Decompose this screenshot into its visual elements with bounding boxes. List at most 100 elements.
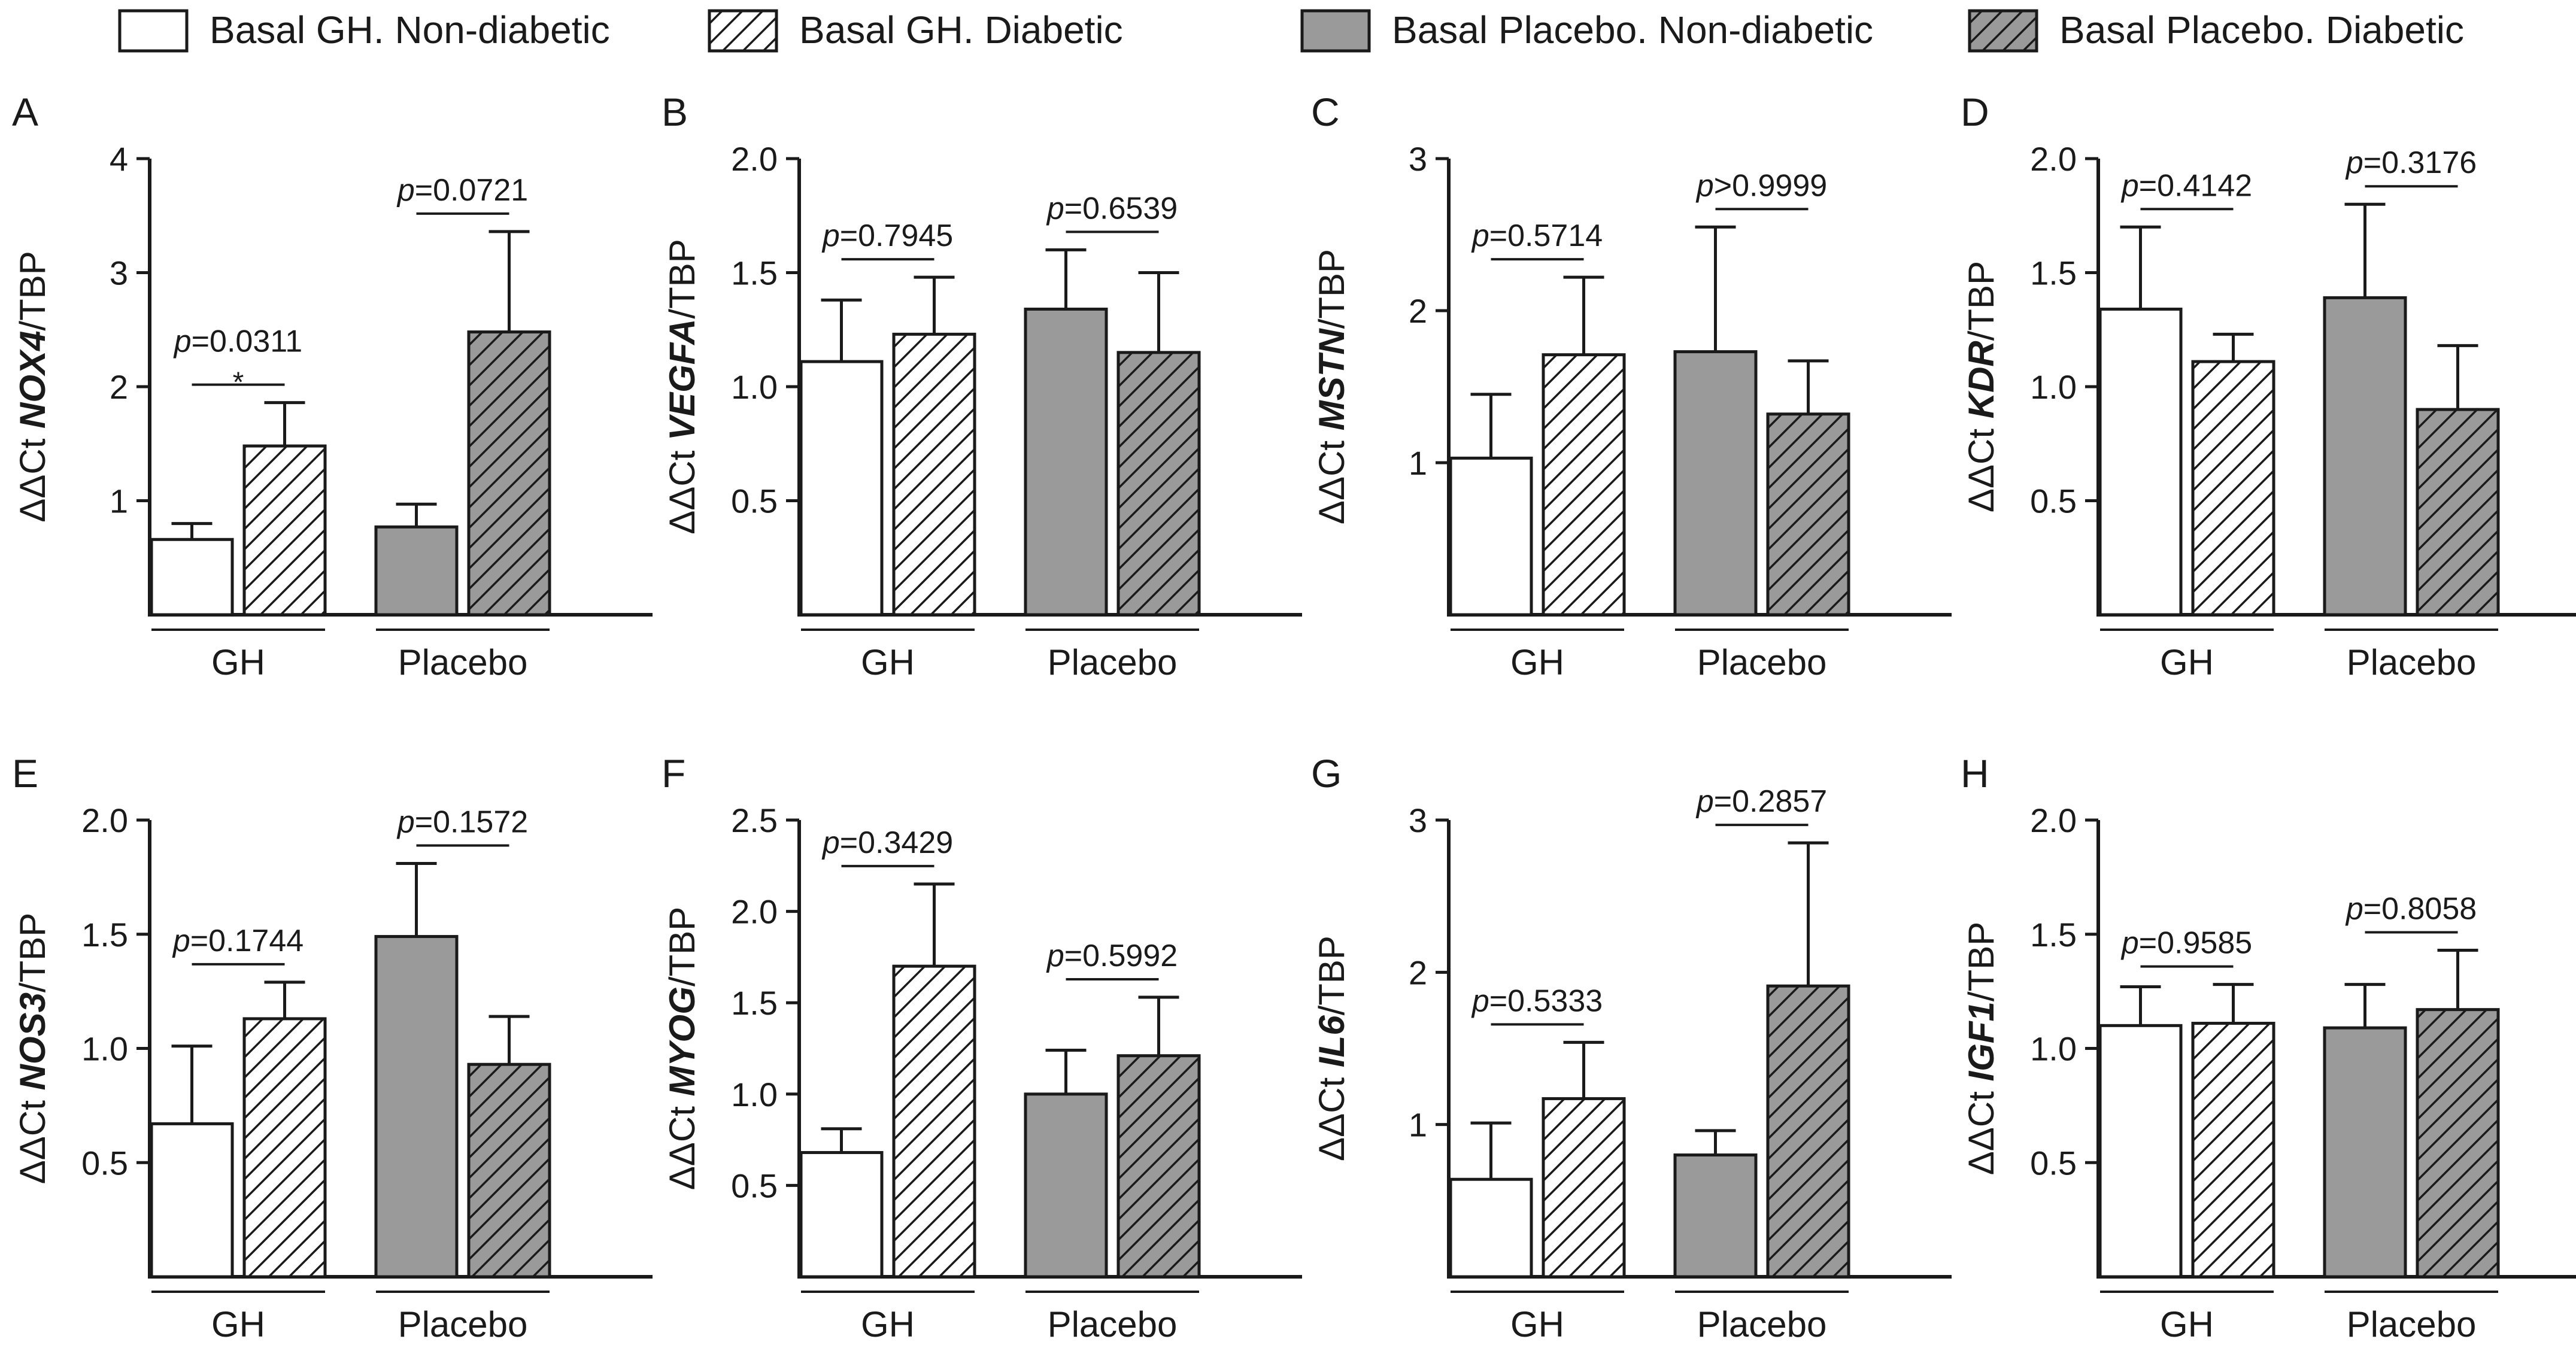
p-value-label: p=0.6539 [1046, 191, 1178, 226]
bar [1542, 353, 1626, 617]
y-axis-gene: VEGFA [662, 319, 702, 441]
y-axis-label: ΔΔCt MYOG/TBP [662, 907, 702, 1191]
group-label: GH [1510, 1304, 1564, 1344]
p-value-label: p=0.4142 [2120, 168, 2252, 203]
p-value-number: =0.9585 [2139, 926, 2252, 961]
bar [1116, 1054, 1201, 1279]
bar [2416, 1008, 2500, 1279]
y-tick-label: 1 [110, 482, 128, 520]
panel-letter: G [1311, 751, 1342, 796]
p-value-number: =0.8058 [2363, 891, 2477, 926]
y-axis-label-prefix: ΔΔCt [13, 429, 53, 523]
y-tick-label: 2.0 [731, 140, 778, 178]
group-label: Placebo [398, 642, 528, 682]
p-value-number: =0.5992 [1064, 939, 1178, 973]
bar [1024, 307, 1108, 617]
p-value-number: =0.5333 [1489, 983, 1603, 1018]
bar [1116, 351, 1201, 617]
p-value-symbol: p [1471, 983, 1489, 1018]
y-axis-label-suffix: /TBP [1961, 922, 2001, 1001]
bar [2416, 408, 2500, 617]
bar [892, 332, 976, 617]
legend-item: Basal Placebo. Diabetic [1968, 8, 2464, 53]
bar [242, 444, 327, 617]
p-value-number: =0.5714 [1489, 218, 1603, 253]
y-axis-label-prefix: ΔΔCt [13, 1090, 53, 1184]
y-tick-label: 2 [1409, 954, 1427, 991]
p-value-symbol: p [2120, 926, 2139, 961]
y-axis-label: ΔΔCt NOX4/TBP [13, 251, 53, 523]
p-value-symbol: p [1695, 784, 1714, 819]
p-value-label: p=0.8058 [2345, 891, 2477, 926]
bar [799, 1150, 884, 1279]
legend-swatch [1300, 9, 1371, 53]
bar [242, 1017, 327, 1279]
bar [1024, 1092, 1108, 1279]
legend-label: Basal Placebo. Non-diabetic [1392, 8, 1873, 51]
group-label: GH [861, 1304, 915, 1344]
bar [374, 525, 459, 617]
y-axis-label: ΔΔCt VEGFA/TBP [662, 239, 702, 535]
y-tick-label: 1.5 [731, 984, 778, 1022]
y-axis-label-prefix: ΔΔCt [1961, 418, 2001, 512]
p-value-number: =0.1744 [190, 924, 304, 958]
y-tick-label: 2.0 [81, 801, 128, 839]
legend: Basal GH. Non-diabetic Basal GH. Diabetic… [118, 8, 2464, 53]
bar [2098, 1024, 2183, 1279]
legend-item: Basal GH. Diabetic [708, 8, 1123, 53]
p-value-symbol: p [396, 804, 415, 839]
p-value-symbol: p [2345, 891, 2363, 926]
p-value-symbol: p [1046, 191, 1064, 226]
bar [2323, 296, 2407, 617]
bar [1673, 350, 1758, 617]
y-axis-gene: IGF1 [1961, 1001, 2001, 1081]
y-tick-label: 0.5 [731, 1167, 778, 1204]
y-tick-label: 1.0 [2030, 1030, 2077, 1068]
p-value-number: =0.0721 [415, 173, 528, 208]
p-value-symbol: p [821, 218, 840, 253]
y-tick-label: 1.0 [2030, 368, 2077, 406]
y-axis-gene: MYOG [662, 986, 702, 1096]
bar [150, 538, 234, 617]
y-axis-gene: NOS3 [13, 992, 53, 1090]
bar [2191, 360, 2275, 617]
p-value-label: p=0.0721 [396, 173, 528, 208]
legend-item: Basal Placebo. Non-diabetic [1300, 8, 1873, 53]
y-tick-label: 1.5 [2030, 916, 2077, 954]
group-label: Placebo [1048, 642, 1178, 682]
p-value-number: =0.3429 [840, 825, 953, 860]
y-axis-label-suffix: /TBP [1312, 249, 1352, 329]
y-tick-label: 1 [1409, 444, 1427, 482]
p-value-symbol: p [2120, 168, 2139, 203]
p-value-symbol: p [2345, 145, 2363, 180]
y-axis-label: ΔΔCt IGF1/TBP [1961, 922, 2001, 1176]
bar [2191, 1022, 2275, 1279]
legend-label: Basal GH. Non-diabetic [210, 8, 610, 51]
p-value-number: =0.6539 [1064, 191, 1178, 226]
legend-swatch [708, 9, 778, 53]
p-value-label: p=0.2857 [1695, 784, 1827, 819]
y-axis-label-prefix: ΔΔCt [662, 441, 702, 535]
y-tick-label: 3 [1409, 801, 1427, 839]
group-label: GH [2160, 1304, 2214, 1344]
y-axis-label-prefix: ΔΔCt [1312, 1067, 1352, 1161]
y-axis-label-suffix: /TBP [13, 913, 53, 992]
y-tick-label: 3 [1409, 140, 1427, 178]
group-label: Placebo [2347, 642, 2477, 682]
panel-letter: D [1961, 90, 1989, 134]
p-value-label: p=0.0311 [173, 324, 302, 359]
y-axis-label-suffix: /TBP [662, 907, 702, 986]
bar [467, 1062, 551, 1279]
panel-letter: F [662, 751, 685, 796]
y-tick-label: 3 [110, 254, 128, 292]
y-tick-label: 4 [110, 140, 128, 178]
p-value-symbol: p [1471, 218, 1489, 253]
y-tick-label: 0.5 [731, 482, 778, 520]
p-value-label: p=0.5333 [1471, 983, 1603, 1018]
p-value-label: p=0.5992 [1046, 939, 1178, 973]
